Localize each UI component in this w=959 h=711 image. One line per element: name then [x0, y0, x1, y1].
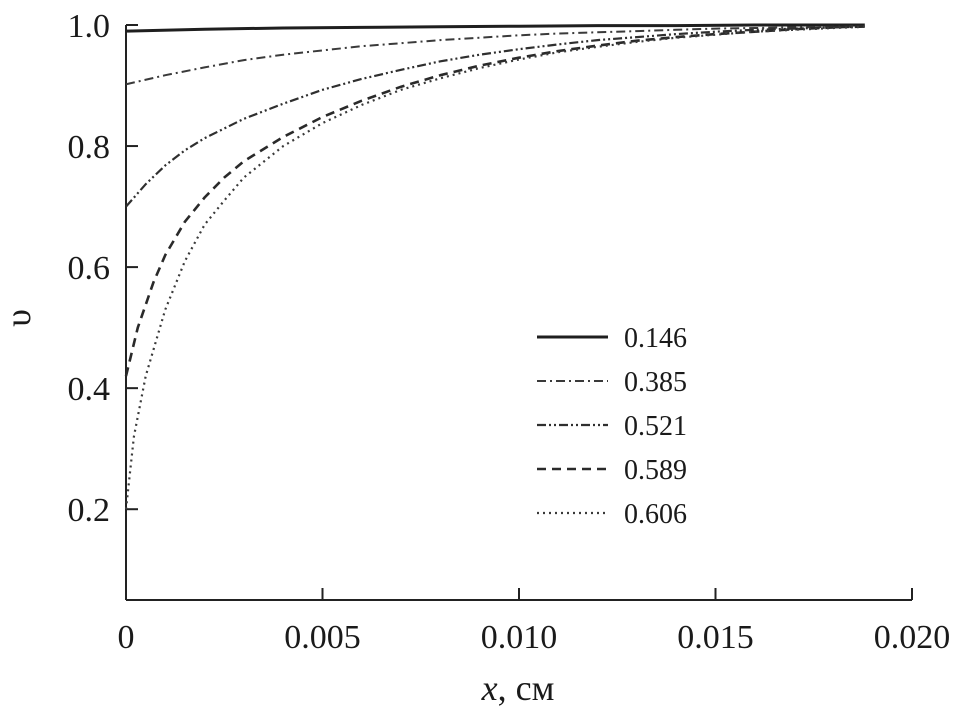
y-tick-label: 0.2: [68, 492, 111, 529]
series-line-0-589: [124, 24, 865, 377]
legend-label: 0.606: [624, 499, 687, 530]
x-tick-label: 0.020: [874, 619, 951, 656]
x-tick-label: 0.010: [481, 619, 558, 656]
y-axis-title: υ: [0, 309, 38, 327]
y-tick-label: 0.6: [68, 250, 111, 287]
y-tick-label: 0.8: [68, 129, 111, 166]
plot-area: 0 0.005 0.010 0.015 0.020 0.2 0.4 0.6 0.8 1.0: [68, 8, 951, 656]
series-line-0-146: [125, 23, 865, 33]
legend-label: 0.385: [624, 367, 687, 398]
legend-label: 0.521: [624, 411, 687, 442]
x-tick-label: 0.005: [284, 619, 361, 656]
x-axis-ticks: 0 0.005 0.010 0.015 0.020: [118, 588, 951, 656]
series-line-0-606: [124, 25, 865, 510]
x-tick-label: 0.015: [677, 619, 754, 656]
x-tick-label: 0: [118, 619, 135, 656]
series-line-0-385: [125, 25, 865, 86]
x-axis-variable: x: [481, 668, 498, 708]
legend-label: 0.146: [624, 323, 687, 354]
legend: 0.146 0.385 0.521 0.589 0.606: [537, 323, 687, 530]
legend-label: 0.589: [624, 455, 687, 486]
series-layer: [124, 23, 865, 510]
y-tick-label: 1.0: [68, 8, 111, 45]
x-axis-title: x, см: [481, 668, 555, 708]
y-tick-label: 0.4: [68, 371, 111, 408]
series-line-0-521: [125, 25, 865, 208]
x-axis-unit: , см: [498, 668, 555, 708]
y-axis-ticks: 0.2 0.4 0.6 0.8 1.0: [68, 8, 138, 529]
